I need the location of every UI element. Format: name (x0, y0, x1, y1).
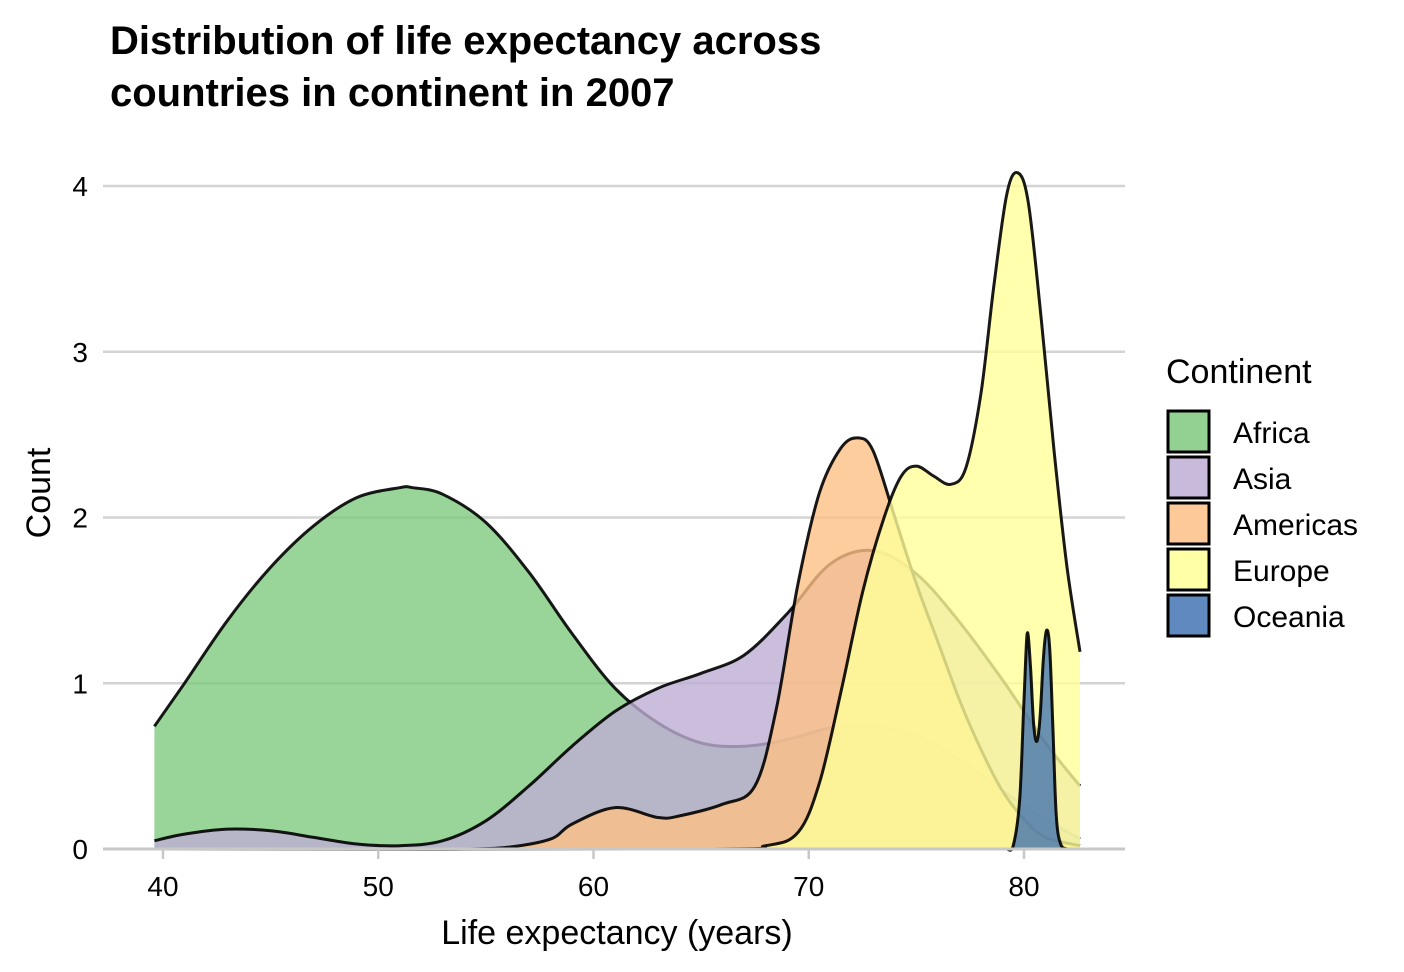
y-tick-label: 4 (72, 171, 88, 202)
chart-title: Distribution of life expectancy across c… (110, 19, 821, 115)
x-axis-label: Life expectancy (years) (441, 914, 793, 952)
chart-title-line-2: countries in continent in 2007 (110, 71, 675, 115)
density-area-oceania (1006, 629, 1067, 851)
x-tick-label: 60 (578, 871, 609, 902)
y-tick-label: 1 (72, 668, 88, 699)
legend-title: Continent (1166, 353, 1312, 391)
density-area-europe (154, 172, 1080, 850)
x-tick-label: 50 (363, 871, 394, 902)
legend-label-africa: Africa (1233, 417, 1310, 450)
legend-swatch-africa (1166, 409, 1211, 454)
legend-item-americas: Americas (1166, 501, 1358, 546)
series-europe (154, 171, 1082, 851)
density-outline-europe (154, 171, 1082, 851)
chart-title-line-1: Distribution of life expectancy across (110, 19, 821, 63)
series-oceania (1006, 628, 1068, 852)
x-tick-label: 40 (147, 871, 178, 902)
legend-label-europe: Europe (1233, 555, 1330, 588)
y-axis-label: Count (20, 447, 58, 538)
legend-item-europe: Europe (1166, 547, 1330, 592)
x-tick-label: 70 (793, 871, 824, 902)
y-axis: 0 1 2 3 4 (72, 171, 88, 865)
density-outline-oceania (1006, 628, 1068, 852)
legend-label-asia: Asia (1233, 463, 1292, 496)
legend-swatch-oceania (1166, 593, 1211, 638)
legend-swatch-asia (1166, 455, 1211, 500)
legend-label-oceania: Oceania (1233, 601, 1345, 634)
legend-item-africa: Africa (1166, 409, 1310, 454)
y-tick-label: 2 (72, 503, 88, 534)
legend-label-americas: Americas (1233, 509, 1358, 542)
x-tick-label: 80 (1008, 871, 1039, 902)
legend-item-oceania: Oceania (1166, 593, 1345, 638)
legend-swatch-americas (1166, 501, 1211, 546)
x-axis: 40 50 60 70 80 (103, 847, 1125, 902)
density-areas (153, 171, 1082, 852)
legend-swatch-europe (1166, 547, 1211, 592)
legend: Continent Africa Asia Americas Europe Oceani… (1166, 353, 1358, 638)
y-tick-label: 0 (72, 834, 88, 865)
legend-item-asia: Asia (1166, 455, 1292, 500)
y-tick-label: 3 (72, 337, 88, 368)
